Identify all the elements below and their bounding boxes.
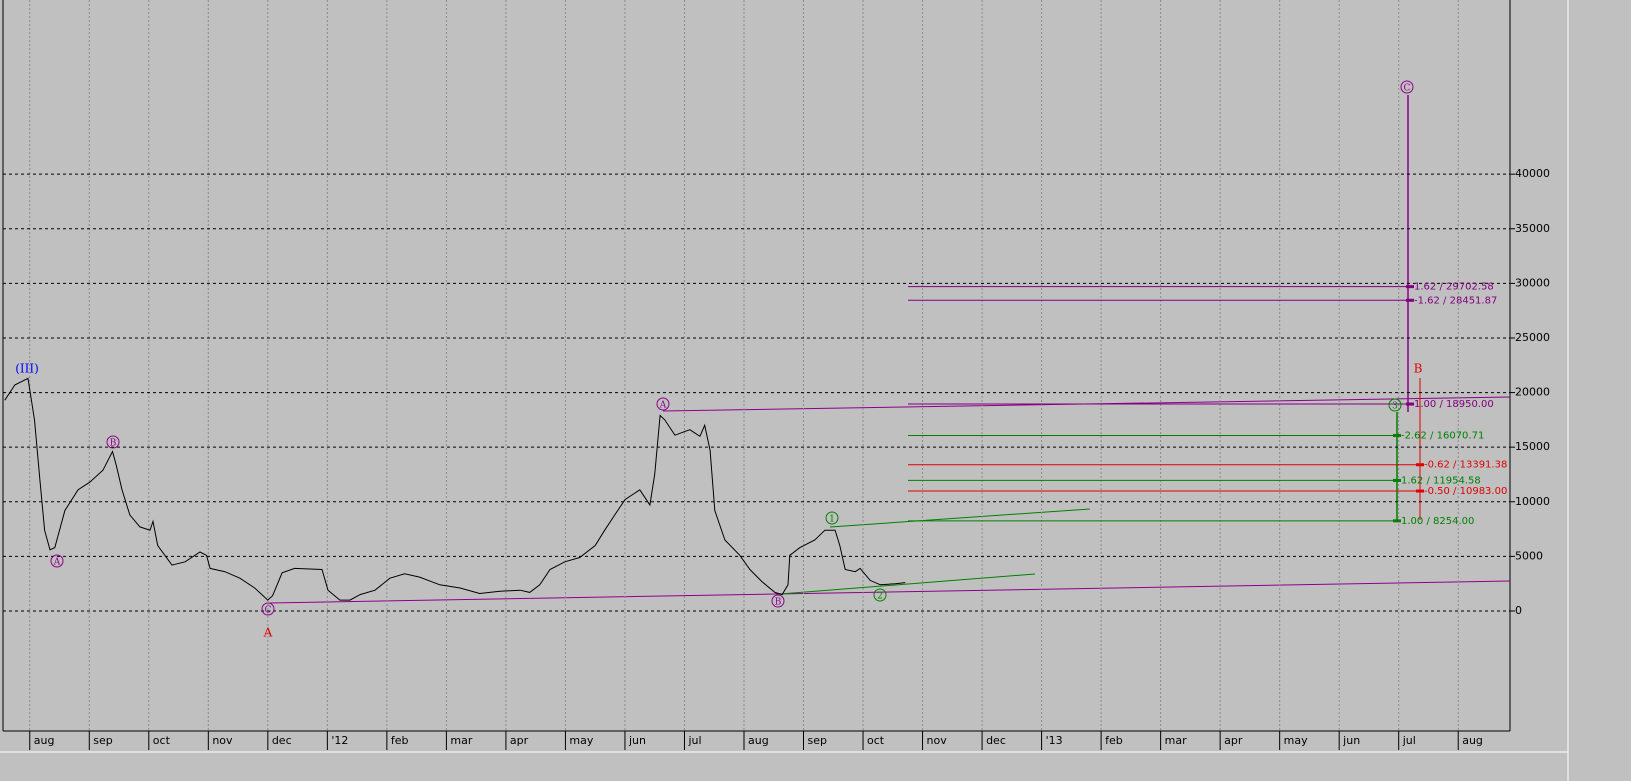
x-tick-label: aug bbox=[1462, 734, 1483, 747]
y-tick-label: 30000 bbox=[1515, 276, 1550, 289]
fib-marker bbox=[1416, 463, 1424, 467]
x-tick-label: dec bbox=[272, 734, 292, 747]
wave-label: B bbox=[1414, 362, 1423, 376]
wave-label: C bbox=[1404, 84, 1411, 94]
x-tick-label: oct bbox=[153, 734, 171, 747]
wave-label: (III) bbox=[15, 362, 39, 376]
x-tick-label: sep bbox=[808, 734, 827, 747]
x-tick-label: feb bbox=[391, 734, 409, 747]
wave-circle bbox=[873, 588, 887, 602]
wave-circle bbox=[50, 554, 64, 568]
x-tick-label: jun bbox=[1342, 734, 1360, 747]
fib-label: -2.62 / 16070.71 bbox=[1401, 430, 1484, 441]
wave-circle bbox=[261, 602, 275, 616]
x-tick-label: oct bbox=[867, 734, 885, 747]
fib-marker bbox=[1393, 478, 1401, 482]
y-tick-label: 10000 bbox=[1515, 495, 1550, 508]
fib-marker bbox=[1406, 285, 1414, 289]
fib-marker bbox=[1416, 489, 1424, 493]
x-tick-label: apr bbox=[1224, 734, 1243, 747]
fib-label: -0.62 / 13391.38 bbox=[1424, 460, 1507, 471]
wave-circle bbox=[106, 435, 120, 449]
x-tick-label: mar bbox=[450, 734, 472, 747]
fib-label: 1.62 / 11954.58 bbox=[1401, 475, 1481, 486]
wave-circle bbox=[825, 511, 839, 525]
fib-marker bbox=[1406, 298, 1414, 302]
wave-label: C bbox=[265, 606, 272, 616]
y-tick-label: 35000 bbox=[1515, 222, 1550, 235]
wave-label: 1 bbox=[829, 515, 835, 525]
x-tick-label: mar bbox=[1165, 734, 1187, 747]
wave-circle bbox=[1388, 398, 1402, 412]
wave-label: 3 bbox=[1392, 402, 1398, 412]
fib-label: 1.00 / 18950.00 bbox=[1414, 399, 1494, 410]
trend-line bbox=[269, 580, 1511, 604]
x-tick-label: aug bbox=[34, 734, 55, 747]
fib-marker bbox=[1393, 433, 1401, 437]
price-line bbox=[4, 377, 906, 601]
x-tick-label: '13 bbox=[1046, 734, 1063, 747]
y-tick-label: 0 bbox=[1515, 604, 1522, 617]
wave-label: A bbox=[659, 401, 667, 411]
x-tick-label: may bbox=[569, 734, 593, 747]
fib-label: -0.50 / 10983.00 bbox=[1424, 486, 1507, 497]
wave-circle bbox=[1400, 80, 1414, 94]
wave-label: 2 bbox=[877, 592, 883, 602]
y-tick-label: 5000 bbox=[1515, 549, 1543, 562]
wave-label: A bbox=[53, 558, 61, 568]
x-tick-label: may bbox=[1284, 734, 1308, 747]
x-tick-label: jun bbox=[628, 734, 646, 747]
fib-label: -1.62 / 28451.87 bbox=[1414, 295, 1497, 306]
x-tick-label: aug bbox=[748, 734, 769, 747]
wave-circle bbox=[771, 594, 785, 608]
y-tick-label: 15000 bbox=[1515, 440, 1550, 453]
wave-label: B bbox=[110, 439, 117, 449]
y-tick-label: 25000 bbox=[1515, 331, 1550, 344]
x-tick-label: nov bbox=[927, 734, 948, 747]
trend-line bbox=[829, 508, 1091, 528]
x-tick-label: dec bbox=[986, 734, 1006, 747]
fib-label: 1.00 / 8254.00 bbox=[1401, 516, 1474, 527]
x-tick-label: apr bbox=[510, 734, 529, 747]
y-tick-label: 40000 bbox=[1515, 167, 1550, 180]
wave-circle bbox=[656, 397, 670, 411]
x-tick-label: jul bbox=[687, 734, 701, 747]
fib-marker bbox=[1393, 519, 1401, 523]
x-tick-label: sep bbox=[93, 734, 112, 747]
y-tick-label: 20000 bbox=[1515, 386, 1550, 399]
trend-line bbox=[779, 573, 1036, 595]
wave-label: A bbox=[263, 626, 273, 640]
wave-label: B bbox=[775, 598, 782, 608]
x-tick-label: '12 bbox=[331, 734, 348, 747]
fib-marker bbox=[1406, 402, 1414, 406]
fib-label: 1.62 / 29702.58 bbox=[1414, 282, 1494, 293]
x-tick-label: jul bbox=[1402, 734, 1416, 747]
x-tick-label: nov bbox=[212, 734, 233, 747]
x-tick-label: feb bbox=[1105, 734, 1123, 747]
